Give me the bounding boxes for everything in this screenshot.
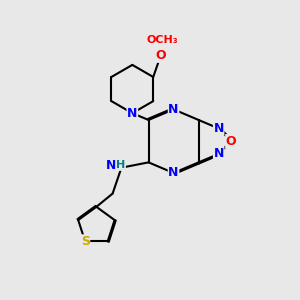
Text: N: N (214, 122, 224, 135)
Text: N: N (168, 103, 179, 116)
Text: H: H (116, 160, 125, 170)
Text: S: S (81, 235, 90, 248)
Text: N: N (168, 167, 179, 179)
Text: N: N (106, 159, 116, 172)
Text: N: N (214, 147, 224, 161)
Text: OCH₃: OCH₃ (146, 35, 178, 46)
Text: O: O (226, 135, 236, 148)
Text: N: N (127, 107, 137, 120)
Text: O: O (155, 49, 166, 62)
